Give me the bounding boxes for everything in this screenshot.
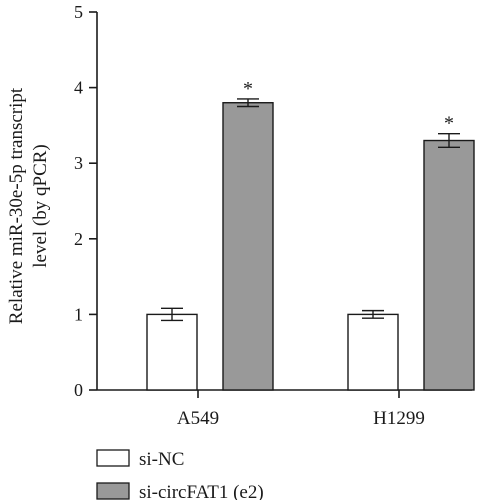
error-bar [161, 307, 183, 322]
error-bar [438, 133, 460, 149]
y-tick-label: 1 [74, 304, 83, 324]
x-tick-label: A549 [177, 408, 219, 429]
y-tick-label: 4 [74, 78, 83, 98]
legend-swatch [96, 449, 130, 467]
legend-label: si-circFAT1 (e2) [139, 482, 264, 500]
y-tick-label: 5 [74, 2, 83, 22]
legend-swatch [96, 482, 130, 500]
x-axis: A549 H1299 [97, 389, 472, 429]
y-tick-label: 3 [74, 153, 83, 173]
bar [146, 313, 198, 391]
legend: si-NC si-circFAT1 (e2) [96, 449, 264, 500]
y-axis-label: Relative miR-30e-5p transcript level (by … [6, 87, 51, 324]
x-tick-label: H1299 [373, 408, 425, 429]
legend-item: si-NC [96, 449, 184, 470]
significance-marker: * [243, 78, 253, 100]
y-tick-label: 2 [74, 229, 83, 249]
bars: ** [146, 78, 475, 391]
bar [222, 102, 274, 391]
y-axis: 0 1 2 3 4 5 [74, 2, 98, 400]
legend-item: si-circFAT1 (e2) [96, 482, 264, 500]
y-axis-label-line: Relative miR-30e-5p transcript [6, 87, 27, 324]
significance-marker: * [444, 113, 454, 135]
legend-label: si-NC [139, 449, 184, 470]
y-axis-label-line: level (by qPCR) [30, 144, 51, 268]
y-tick-label: 0 [74, 380, 83, 400]
error-bar [237, 98, 259, 108]
bar [347, 313, 399, 391]
bar [423, 139, 475, 391]
error-bar [362, 309, 384, 319]
